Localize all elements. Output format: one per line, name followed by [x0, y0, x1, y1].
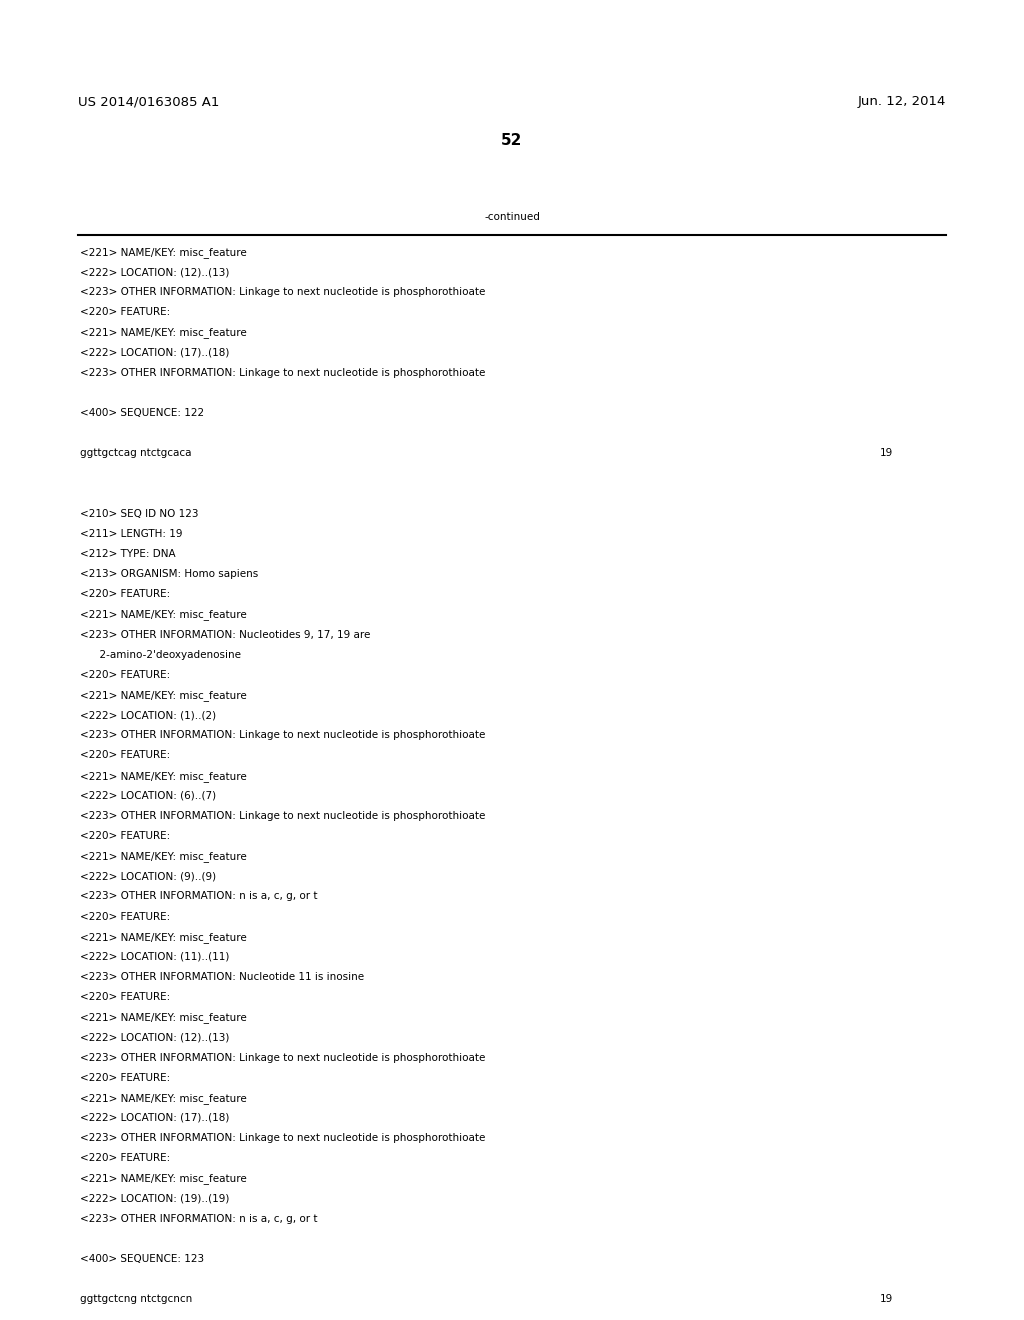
Text: <222> LOCATION: (12)..(13): <222> LOCATION: (12)..(13): [80, 1032, 229, 1043]
Text: <221> NAME/KEY: misc_feature: <221> NAME/KEY: misc_feature: [80, 247, 247, 257]
Text: <213> ORGANISM: Homo sapiens: <213> ORGANISM: Homo sapiens: [80, 569, 258, 579]
Text: <223> OTHER INFORMATION: Nucleotides 9, 17, 19 are: <223> OTHER INFORMATION: Nucleotides 9, …: [80, 630, 371, 640]
Text: Jun. 12, 2014: Jun. 12, 2014: [858, 95, 946, 108]
Text: <222> LOCATION: (9)..(9): <222> LOCATION: (9)..(9): [80, 871, 216, 882]
Text: 19: 19: [880, 1294, 893, 1304]
Text: <221> NAME/KEY: misc_feature: <221> NAME/KEY: misc_feature: [80, 851, 247, 862]
Text: <223> OTHER INFORMATION: Nucleotide 11 is inosine: <223> OTHER INFORMATION: Nucleotide 11 i…: [80, 972, 365, 982]
Text: <223> OTHER INFORMATION: Linkage to next nucleotide is phosphorothioate: <223> OTHER INFORMATION: Linkage to next…: [80, 810, 485, 821]
Text: <222> LOCATION: (17)..(18): <222> LOCATION: (17)..(18): [80, 347, 229, 358]
Text: <223> OTHER INFORMATION: Linkage to next nucleotide is phosphorothioate: <223> OTHER INFORMATION: Linkage to next…: [80, 1052, 485, 1063]
Text: <223> OTHER INFORMATION: Linkage to next nucleotide is phosphorothioate: <223> OTHER INFORMATION: Linkage to next…: [80, 1133, 485, 1143]
Text: ggttgctcag ntctgcaca: ggttgctcag ntctgcaca: [80, 449, 191, 458]
Text: <221> NAME/KEY: misc_feature: <221> NAME/KEY: misc_feature: [80, 1173, 247, 1184]
Text: <222> LOCATION: (1)..(2): <222> LOCATION: (1)..(2): [80, 710, 216, 721]
Text: <223> OTHER INFORMATION: Linkage to next nucleotide is phosphorothioate: <223> OTHER INFORMATION: Linkage to next…: [80, 368, 485, 378]
Text: <223> OTHER INFORMATION: Linkage to next nucleotide is phosphorothioate: <223> OTHER INFORMATION: Linkage to next…: [80, 730, 485, 741]
Text: <212> TYPE: DNA: <212> TYPE: DNA: [80, 549, 176, 560]
Text: 52: 52: [502, 133, 522, 148]
Text: <221> NAME/KEY: misc_feature: <221> NAME/KEY: misc_feature: [80, 327, 247, 338]
Text: <222> LOCATION: (12)..(13): <222> LOCATION: (12)..(13): [80, 267, 229, 277]
Text: <211> LENGTH: 19: <211> LENGTH: 19: [80, 529, 182, 539]
Text: <220> FEATURE:: <220> FEATURE:: [80, 671, 170, 680]
Text: <221> NAME/KEY: misc_feature: <221> NAME/KEY: misc_feature: [80, 690, 247, 701]
Text: <221> NAME/KEY: misc_feature: <221> NAME/KEY: misc_feature: [80, 1093, 247, 1104]
Text: <223> OTHER INFORMATION: n is a, c, g, or t: <223> OTHER INFORMATION: n is a, c, g, o…: [80, 1213, 317, 1224]
Text: ggttgctcng ntctgcncn: ggttgctcng ntctgcncn: [80, 1294, 193, 1304]
Text: US 2014/0163085 A1: US 2014/0163085 A1: [78, 95, 219, 108]
Text: <400> SEQUENCE: 123: <400> SEQUENCE: 123: [80, 1254, 204, 1265]
Text: <221> NAME/KEY: misc_feature: <221> NAME/KEY: misc_feature: [80, 771, 247, 781]
Text: <222> LOCATION: (6)..(7): <222> LOCATION: (6)..(7): [80, 791, 216, 801]
Text: <220> FEATURE:: <220> FEATURE:: [80, 589, 170, 599]
Text: <210> SEQ ID NO 123: <210> SEQ ID NO 123: [80, 508, 199, 519]
Text: <220> FEATURE:: <220> FEATURE:: [80, 308, 170, 317]
Text: <221> NAME/KEY: misc_feature: <221> NAME/KEY: misc_feature: [80, 932, 247, 942]
Text: <222> LOCATION: (19)..(19): <222> LOCATION: (19)..(19): [80, 1193, 229, 1204]
Text: <220> FEATURE:: <220> FEATURE:: [80, 832, 170, 841]
Text: <223> OTHER INFORMATION: Linkage to next nucleotide is phosphorothioate: <223> OTHER INFORMATION: Linkage to next…: [80, 288, 485, 297]
Text: <223> OTHER INFORMATION: n is a, c, g, or t: <223> OTHER INFORMATION: n is a, c, g, o…: [80, 891, 317, 902]
Text: <220> FEATURE:: <220> FEATURE:: [80, 751, 170, 760]
Text: <220> FEATURE:: <220> FEATURE:: [80, 1154, 170, 1163]
Text: <221> NAME/KEY: misc_feature: <221> NAME/KEY: misc_feature: [80, 610, 247, 620]
Text: 2-amino-2'deoxyadenosine: 2-amino-2'deoxyadenosine: [80, 649, 241, 660]
Text: <220> FEATURE:: <220> FEATURE:: [80, 912, 170, 921]
Text: <222> LOCATION: (11)..(11): <222> LOCATION: (11)..(11): [80, 952, 229, 962]
Text: <220> FEATURE:: <220> FEATURE:: [80, 1073, 170, 1082]
Text: 19: 19: [880, 449, 893, 458]
Text: -continued: -continued: [484, 213, 540, 222]
Text: <222> LOCATION: (17)..(18): <222> LOCATION: (17)..(18): [80, 1113, 229, 1123]
Text: <221> NAME/KEY: misc_feature: <221> NAME/KEY: misc_feature: [80, 1012, 247, 1023]
Text: <220> FEATURE:: <220> FEATURE:: [80, 993, 170, 1002]
Text: <400> SEQUENCE: 122: <400> SEQUENCE: 122: [80, 408, 204, 418]
